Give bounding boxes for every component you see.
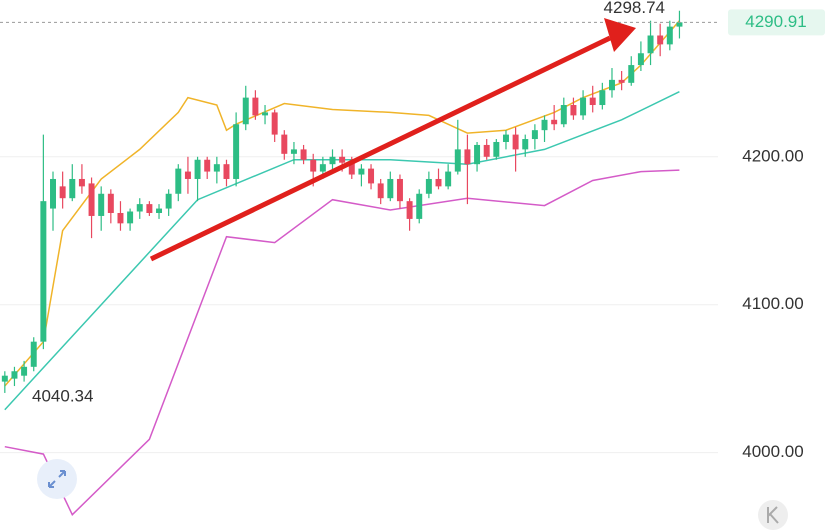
candle-body <box>213 164 220 172</box>
candle-body <box>348 162 355 175</box>
candle-body <box>464 149 471 165</box>
candle-body <box>223 164 230 179</box>
k-button[interactable] <box>758 500 788 530</box>
last-price-label: 4290.91 <box>745 12 806 31</box>
candle-body <box>156 208 163 213</box>
candle-body <box>377 183 384 199</box>
y-tick-label: 4100.00 <box>742 294 803 313</box>
candle-body <box>502 134 509 142</box>
overlay: 4290.91 4298.74 4040.34 <box>0 0 825 405</box>
candle-body <box>290 149 297 154</box>
high-label: 4298.74 <box>604 0 665 17</box>
candle-body <box>175 168 182 194</box>
candle-body <box>358 168 365 175</box>
candle-body <box>657 35 664 45</box>
k-circle[interactable] <box>758 500 788 530</box>
candle-body <box>618 79 625 83</box>
candle-body <box>98 193 105 216</box>
candle-body <box>300 149 307 160</box>
candle-body <box>50 178 56 209</box>
candle-body <box>21 366 28 376</box>
candle-body <box>88 183 95 216</box>
candle-body <box>676 22 683 27</box>
candle-body <box>117 212 124 224</box>
candle-body <box>368 168 375 184</box>
candle-body <box>647 35 654 54</box>
low-label: 4040.34 <box>32 386 93 405</box>
candle-body <box>445 171 452 187</box>
candle-body <box>281 134 288 154</box>
candle-body <box>570 105 577 116</box>
candle-body <box>416 193 423 219</box>
candle-body <box>522 139 529 150</box>
candle-body <box>271 112 278 135</box>
expand-button[interactable] <box>37 459 77 499</box>
candle-body <box>560 105 567 125</box>
candle-body <box>387 178 394 199</box>
candle-body <box>319 164 326 172</box>
candle-body <box>242 97 249 125</box>
candle-body <box>1 375 8 382</box>
indicator-line <box>4 169 680 516</box>
candle-body <box>165 193 172 209</box>
arrow-head <box>604 18 636 52</box>
candle-body <box>666 26 673 45</box>
candle-body <box>11 371 18 379</box>
arrow-shaft <box>149 35 612 262</box>
candle-body <box>425 178 432 194</box>
candle-body <box>233 124 240 179</box>
expand-icon <box>48 470 66 488</box>
candle-body <box>78 178 85 187</box>
candle-body <box>580 97 587 116</box>
y-tick-label: 4200.00 <box>742 146 803 165</box>
candle-body <box>637 53 644 66</box>
candle-body <box>184 171 191 179</box>
candle-body <box>146 204 153 213</box>
candle-body <box>69 178 76 199</box>
grid: 4000.00 4100.00 4200.00 <box>0 146 804 461</box>
indicator-lines <box>4 20 680 516</box>
candle-body <box>474 144 481 165</box>
candle-body <box>396 178 403 202</box>
candle-body <box>512 134 519 150</box>
indicator-line <box>4 20 680 387</box>
candle-body <box>551 119 558 125</box>
candles <box>1 10 683 393</box>
candle-body <box>194 159 201 179</box>
candle-body <box>483 144 490 157</box>
candle-body <box>599 90 606 106</box>
candle-body <box>262 112 269 116</box>
candle-body <box>531 130 538 140</box>
candle-body <box>541 119 548 131</box>
candle-body <box>406 201 413 219</box>
last-price-box <box>728 9 825 36</box>
candle-body <box>589 97 596 106</box>
candle-body <box>339 156 346 163</box>
y-tick-label: 4000.00 <box>742 442 803 461</box>
candle-body <box>628 65 635 83</box>
candle-body <box>252 97 259 116</box>
candle-body <box>30 341 37 367</box>
candle-body <box>608 79 615 91</box>
candle-body <box>454 149 461 172</box>
candle-body <box>204 159 211 172</box>
candle-body <box>59 186 66 199</box>
candle-body <box>310 159 317 172</box>
candle-body <box>107 193 114 213</box>
candle-body <box>329 156 336 165</box>
candle-body <box>136 204 143 212</box>
candle-body <box>40 201 47 342</box>
trend-arrow <box>149 18 636 262</box>
candle-body <box>493 141 500 157</box>
candle-body <box>435 178 442 187</box>
expand-circle[interactable] <box>37 459 77 499</box>
k-icon <box>767 506 779 524</box>
indicator-line <box>4 91 680 411</box>
candle-body <box>127 211 134 224</box>
